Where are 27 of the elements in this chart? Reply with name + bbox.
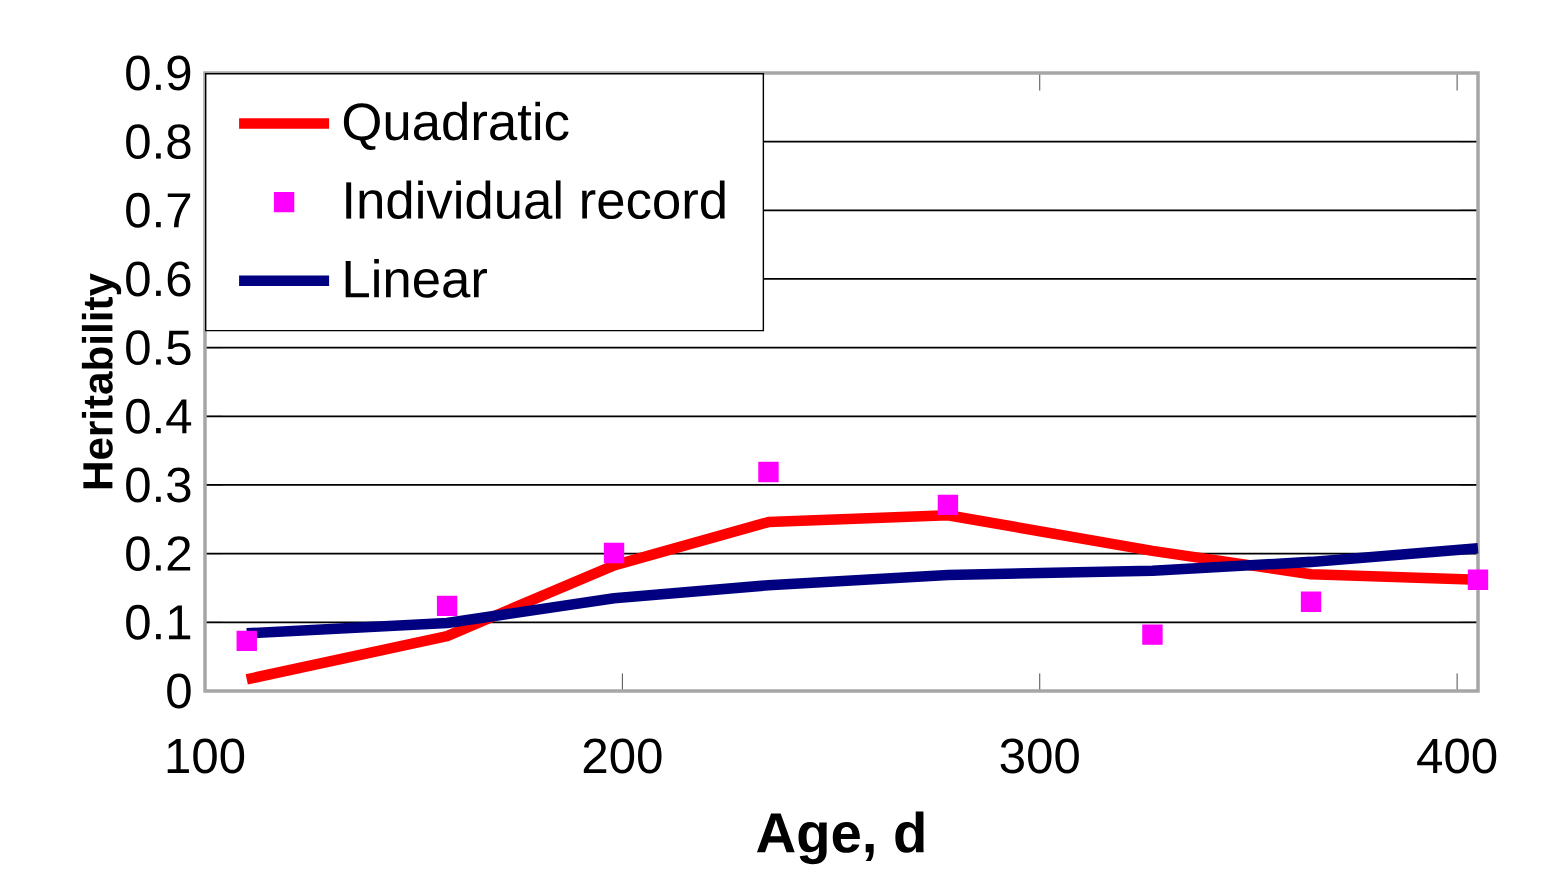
x-axis-title: Age, d [756, 811, 924, 865]
y-tick-label: 0.4 [126, 398, 192, 434]
y-tick-label: 0.6 [126, 261, 191, 297]
legend-label: Linear [345, 259, 487, 298]
point [1467, 569, 1489, 590]
legend-label: Individual record [346, 180, 725, 220]
y-tick-label: 0.8 [126, 124, 191, 160]
point [603, 542, 625, 564]
x-tick-label: 100 [167, 738, 245, 774]
y-tick-label: 0.5 [126, 330, 191, 366]
x-tick-label: 300 [1000, 738, 1079, 774]
y-tick-label: 0.7 [126, 192, 191, 228]
y-tick-label: 0.1 [126, 604, 191, 640]
y-axis-title: Heritability [81, 273, 122, 489]
x-tick-label: 400 [1417, 738, 1497, 774]
y-tick-label: 0.9 [126, 55, 191, 91]
y-tick-label: 0 [167, 673, 191, 709]
y-tick-label: 0.3 [126, 467, 191, 503]
point [436, 595, 458, 617]
x-tick-label: 200 [583, 738, 662, 774]
point [937, 494, 959, 516]
y-tick-label: 0.2 [126, 536, 191, 572]
legend-label: Quadratic [343, 101, 569, 150]
point [236, 630, 257, 652]
point [758, 461, 779, 483]
point [1142, 624, 1163, 645]
point [1300, 591, 1322, 612]
